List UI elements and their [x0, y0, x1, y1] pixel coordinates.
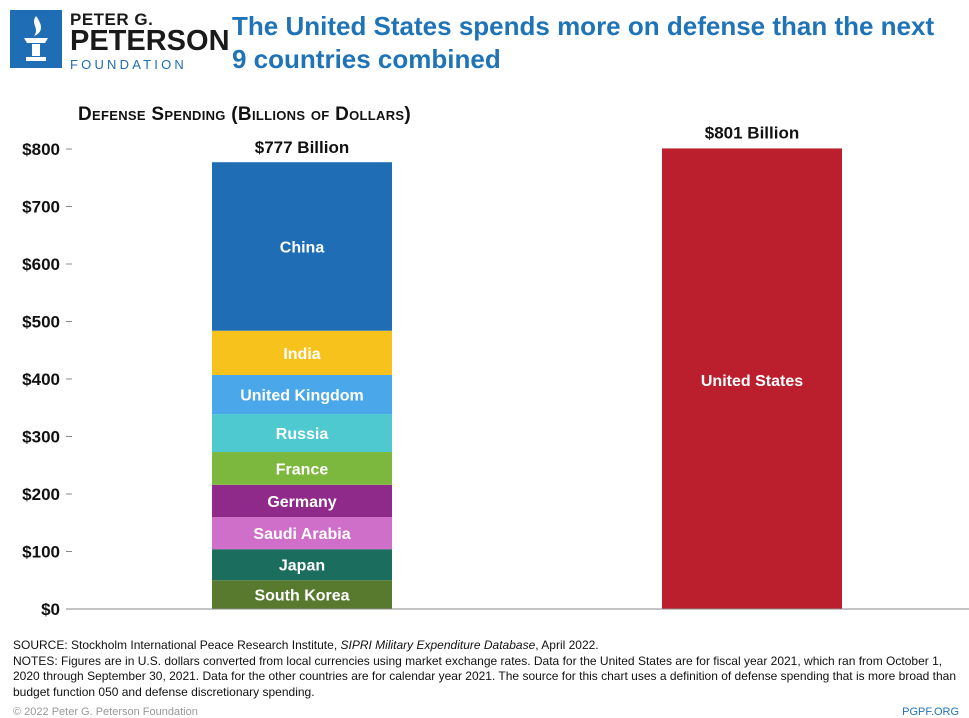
- pgpf-logo: PETER G. PETERSON FOUNDATION: [10, 10, 230, 74]
- segment-label: China: [280, 239, 325, 256]
- footer: SOURCE: Stockholm International Peace Re…: [13, 638, 963, 700]
- bar-segment: [212, 162, 392, 331]
- segment-label: Russia: [276, 426, 329, 443]
- bar-segment: [212, 330, 392, 375]
- bar-segment: [212, 484, 392, 517]
- bar-segment: [212, 452, 392, 485]
- bar-segment: [212, 549, 392, 581]
- y-tick-label: $200: [22, 485, 60, 504]
- logo-line1: PETER G.: [70, 10, 154, 29]
- headline: The United States spends more on defense…: [232, 11, 935, 74]
- y-tick-label: $0: [41, 600, 60, 619]
- bar-segment: [212, 374, 392, 415]
- copyright: © 2022 Peter G. Peterson Foundation: [13, 706, 198, 718]
- segment-label: South Korea: [254, 588, 349, 605]
- segment-label: France: [276, 461, 329, 478]
- bar-segment: [212, 414, 392, 453]
- bar-segment: [212, 517, 392, 550]
- segment-label: United Kingdom: [240, 388, 364, 405]
- y-tick-label: $400: [22, 370, 60, 389]
- y-tick-label: $800: [22, 140, 60, 159]
- site-url[interactable]: PGPF.ORG: [902, 706, 959, 718]
- notes: NOTES: Figures are in U.S. dollars conve…: [13, 653, 957, 699]
- logo-line3: FOUNDATION: [70, 57, 187, 72]
- segment-label: Germany: [267, 494, 336, 511]
- y-tick-label: $100: [22, 543, 60, 562]
- segment-label: Saudi Arabia: [253, 526, 350, 543]
- us-bar-label: United States: [701, 373, 803, 390]
- flame-icon: [10, 10, 62, 68]
- source-italic: SIPRI Military Expenditure Database: [340, 638, 536, 652]
- bar-segment: [212, 580, 392, 609]
- source-suffix: , April 2022.: [535, 638, 599, 652]
- y-tick-label: $500: [22, 313, 60, 332]
- source-prefix: SOURCE: Stockholm International Peace Re…: [13, 638, 341, 652]
- y-tick-label: $600: [22, 255, 60, 274]
- segment-label: Japan: [279, 558, 325, 575]
- segment-label: India: [283, 346, 320, 363]
- us-total-label: $801 Billion: [705, 123, 799, 142]
- defense-spending-chart: $0 $100 $200 $300 $400 $500 $600 $700 $800 South…: [22, 123, 969, 619]
- y-tick-label: $300: [22, 428, 60, 447]
- y-axis: $0 $100 $200 $300 $400 $500 $600 $700 $800: [22, 140, 72, 619]
- us-bar: [662, 148, 842, 610]
- chart-title: Defense Spending (Billions of Dollars): [78, 104, 412, 125]
- stacked-total-label: $777 Billion: [255, 138, 349, 157]
- y-tick-label: $700: [22, 198, 60, 217]
- logo-line2: PETERSON: [70, 25, 230, 57]
- source-line: SOURCE: Stockholm International Peace Re…: [13, 638, 963, 654]
- bars: South Korea Japan Saudi Arabia Germany Franc…: [212, 123, 842, 610]
